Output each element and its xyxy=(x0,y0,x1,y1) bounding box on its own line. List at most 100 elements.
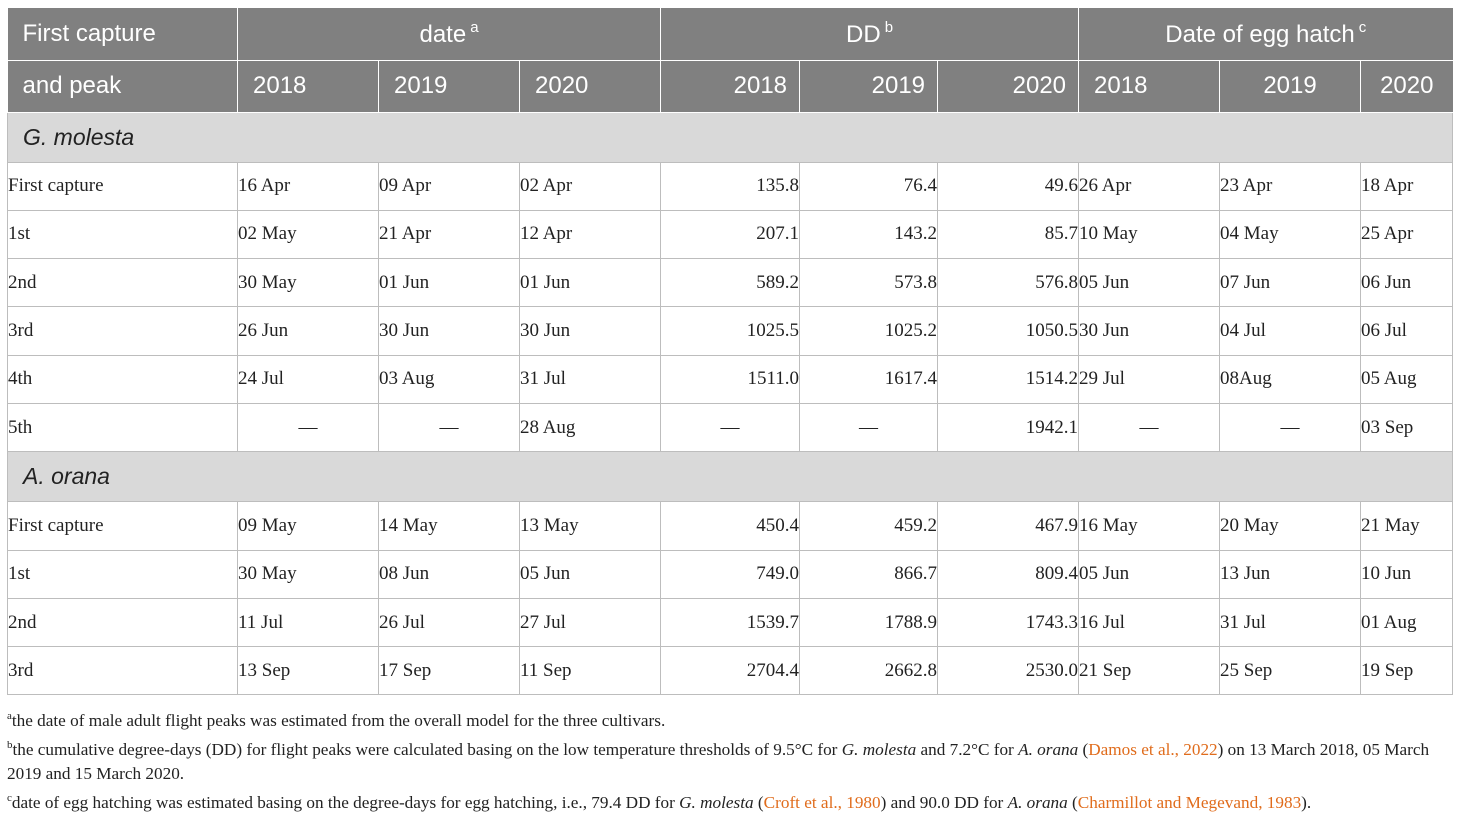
header-group-dd: DD b xyxy=(660,8,1080,61)
egg-hatch-cell: 06 Jun xyxy=(1360,258,1454,308)
egg-hatch-cell: 16 May xyxy=(1078,501,1221,551)
dd-cell: 1025.2 xyxy=(799,306,939,356)
egg-hatch-cell: 05 Jun xyxy=(1078,258,1221,308)
dd-cell: 2704.4 xyxy=(660,646,801,696)
table-row: 4th 24 Jul 03 Aug 31 Jul 1511.0 1617.4 1514.2 2… xyxy=(7,354,1454,404)
dd-cell: 1511.0 xyxy=(660,354,801,404)
dd-cell: 573.8 xyxy=(799,258,939,308)
date-cell: 13 May xyxy=(518,501,662,551)
header-group-egg-hatch: Date of egg hatch c xyxy=(1078,8,1453,61)
table-row: 3rd 26 Jun 30 Jun 30 Jun 1025.5 1025.2 1050.5 3… xyxy=(7,306,1454,356)
dd-cell: 1514.2 xyxy=(937,354,1080,404)
header-year: 2020 xyxy=(937,60,1080,113)
egg-hatch-cell: 26 Apr xyxy=(1078,161,1221,211)
flight-peaks-table: First capture date a DD b Date of egg hatc… xyxy=(6,8,1454,696)
table-container: First capture date a DD b Date of egg hatc… xyxy=(6,8,1454,696)
date-cell: 30 Jun xyxy=(378,306,520,356)
date-cell: 30 May xyxy=(237,549,379,599)
dd-cell: 85.7 xyxy=(937,209,1080,260)
dd-cell: 1025.5 xyxy=(660,306,801,356)
table-header: First capture date a DD b Date of egg hatc… xyxy=(7,8,1453,113)
date-cell: 02 May xyxy=(237,209,379,260)
dd-cell: 749.0 xyxy=(660,549,801,599)
header-year: 2018 xyxy=(1078,60,1221,113)
table-row: 1st 30 May 08 Jun 05 Jun 749.0 866.7 809.4 05 J… xyxy=(7,549,1454,599)
egg-hatch-cell: 01 Aug xyxy=(1360,597,1454,648)
species-section-row: A. orana xyxy=(6,451,1454,503)
header-year: 2019 xyxy=(799,60,939,113)
date-cell: 09 May xyxy=(237,501,379,551)
species-section-row: G. molesta xyxy=(6,112,1454,163)
date-cell: — xyxy=(237,402,379,453)
date-cell: — xyxy=(378,402,520,453)
header-year: 2019 xyxy=(378,60,520,113)
reference-link[interactable]: Charmillot and Megevand, 1983 xyxy=(1077,793,1302,812)
reference-link[interactable]: Croft et al., 1980 xyxy=(763,793,881,812)
table-row: 5th — —28 Aug — —1942.1— —03 Sep xyxy=(7,402,1454,453)
row-label: 5th xyxy=(7,402,238,453)
egg-hatch-cell: 19 Sep xyxy=(1360,646,1454,696)
dd-cell: 1942.1 xyxy=(937,402,1080,453)
egg-hatch-cell: 25 Sep xyxy=(1219,646,1362,696)
egg-hatch-cell: 05 Aug xyxy=(1360,354,1454,404)
row-label: 1st xyxy=(7,549,238,599)
dd-cell: 589.2 xyxy=(660,258,801,308)
table-row: First capture 09 May 14 May 13 May 450.4 459.… xyxy=(7,501,1454,551)
dd-cell: — xyxy=(660,402,801,453)
date-cell: 28 Aug xyxy=(518,402,662,453)
egg-hatch-cell: 06 Jul xyxy=(1360,306,1454,356)
date-cell: 05 Jun xyxy=(518,549,662,599)
dd-cell: 2662.8 xyxy=(799,646,939,696)
date-cell: 08 Jun xyxy=(378,549,520,599)
egg-hatch-cell: 13 Jun xyxy=(1219,549,1362,599)
species-name: G. molesta xyxy=(6,112,1454,163)
dd-cell: 2530.0 xyxy=(937,646,1080,696)
table-row: 2nd 30 May 01 Jun 01 Jun 589.2 573.8 576.8 05 J… xyxy=(7,258,1454,308)
dd-cell: 1617.4 xyxy=(799,354,939,404)
header-year: 2020 xyxy=(1360,60,1453,113)
date-cell: 27 Jul xyxy=(518,597,662,648)
row-label: 3rd xyxy=(7,646,238,696)
egg-hatch-cell: — xyxy=(1078,402,1221,453)
dd-cell: 809.4 xyxy=(937,549,1080,599)
footnotes: athe date of male adult flight peaks was… xyxy=(7,704,1453,815)
table-row: 3rd 13 Sep 17 Sep 11 Sep 2704.4 2662.8 2530.0 2… xyxy=(7,646,1454,696)
date-cell: 31 Jul xyxy=(518,354,662,404)
egg-hatch-cell: 31 Jul xyxy=(1219,597,1362,648)
dd-cell: 135.8 xyxy=(660,161,801,211)
dd-cell: 1539.7 xyxy=(660,597,801,648)
footnote-b: bthe cumulative degree-days (DD) for fli… xyxy=(7,739,1430,783)
date-cell: 01 Jun xyxy=(518,258,662,308)
row-label: 2nd xyxy=(7,258,238,308)
table-row: First capture 16 Apr 09 Apr 02 Apr 135.8 76.4… xyxy=(7,161,1454,211)
header-year: 2019 xyxy=(1219,60,1362,113)
dd-cell: 1788.9 xyxy=(799,597,939,648)
dd-cell: 76.4 xyxy=(799,161,939,211)
dd-cell: 459.2 xyxy=(799,501,939,551)
dd-cell: 1050.5 xyxy=(937,306,1080,356)
egg-hatch-cell: 30 Jun xyxy=(1078,306,1221,356)
date-cell: 26 Jun xyxy=(237,306,379,356)
dd-cell: 450.4 xyxy=(660,501,801,551)
row-label: 3rd xyxy=(7,306,238,356)
date-cell: 30 Jun xyxy=(518,306,662,356)
date-cell: 16 Apr xyxy=(237,161,379,211)
date-cell: 09 Apr xyxy=(378,161,520,211)
egg-hatch-cell: 10 Jun xyxy=(1360,549,1454,599)
header-year: 2018 xyxy=(237,60,379,113)
dd-cell: 1743.3 xyxy=(937,597,1080,648)
egg-hatch-cell: 21 May xyxy=(1360,501,1454,551)
egg-hatch-cell: 04 Jul xyxy=(1219,306,1362,356)
date-cell: 11 Jul xyxy=(237,597,379,648)
dd-cell: — xyxy=(799,402,939,453)
header-year: 2018 xyxy=(660,60,801,113)
reference-link[interactable]: Damos et al., 2022 xyxy=(1088,740,1218,759)
egg-hatch-cell: 25 Apr xyxy=(1360,209,1454,260)
date-cell: 11 Sep xyxy=(518,646,662,696)
egg-hatch-cell: 05 Jun xyxy=(1078,549,1221,599)
row-label: 1st xyxy=(7,209,238,260)
date-cell: 01 Jun xyxy=(378,258,520,308)
dd-cell: 576.8 xyxy=(937,258,1080,308)
date-cell: 17 Sep xyxy=(378,646,520,696)
row-label: 2nd xyxy=(7,597,238,648)
